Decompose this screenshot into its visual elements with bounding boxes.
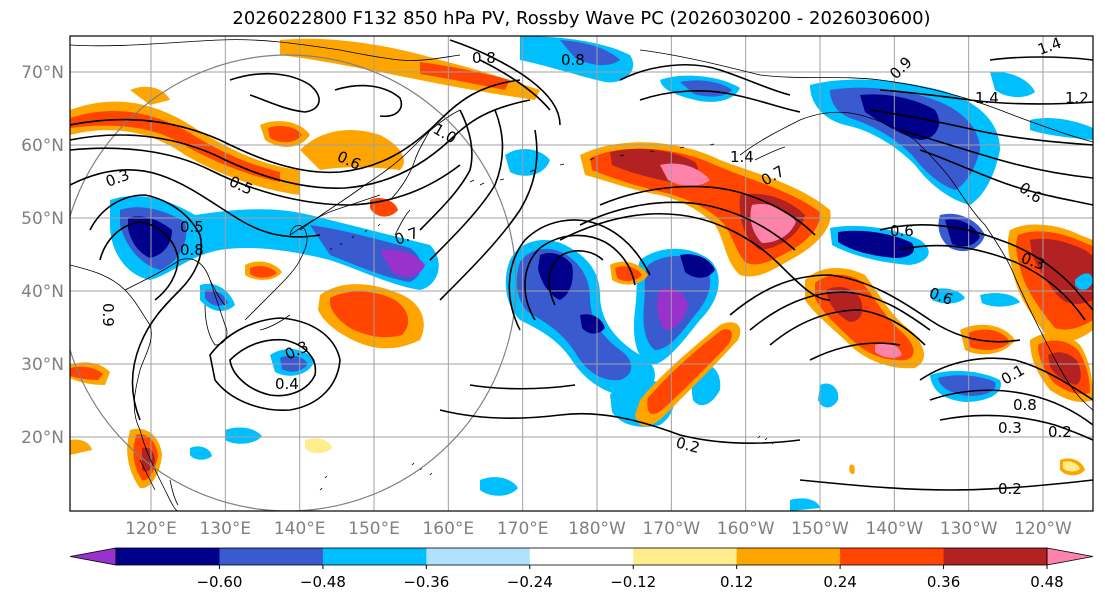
colorbar-tick-label: 0.48 [1030,573,1063,591]
contour-label: 0.2 [674,433,702,457]
pv-contours [70,39,1093,491]
lon-label: 170°E [497,519,549,539]
map-frame [69,35,1094,512]
contour-label: 0.8 [561,51,585,69]
lon-label: 130°E [199,519,251,539]
contour-label: 0.6 [890,222,914,240]
lat-label: 50°N [21,209,64,229]
colorbar-segment [633,548,738,565]
colorbar-segment [219,548,324,565]
lon-label: 130°W [940,519,998,539]
colorbar-tick-label: 0.12 [720,573,753,591]
contour-label: 0.8 [1013,396,1037,414]
colorbar-frame [115,547,1048,566]
colorbar-tick-label: −0.12 [610,573,656,591]
colorbar-segment [322,548,427,565]
contour-label: 0.5 [180,218,204,236]
lon-label: 150°E [348,519,400,539]
longitude-labels: 120°E 130°E 140°E 150°E 160°E 170°E 180°W 170°W… [125,519,1072,539]
colorbar-tick-label: −0.24 [507,573,553,591]
lat-label: 40°N [21,282,64,302]
contour-label: 0.2 [998,480,1022,498]
contour-label: 1.4 [1035,34,1064,59]
colorbar-tick-label: 0.24 [823,573,856,591]
lon-label: 140°E [274,519,326,539]
lon-label: 120°W [1014,519,1072,539]
contour-label: 1.4 [975,89,999,107]
plot-title: 2026022800 F132 850 hPa PV, Rossby Wave … [232,8,931,29]
lon-label: 120°E [125,519,177,539]
contour-label: 1.2 [1065,89,1089,107]
contour-label: 0.2 [1048,423,1072,441]
colorbar-segment [736,548,841,565]
colorbar-ticks: −0.60 −0.48 −0.36 −0.24 −0.12 0.12 0.24 0.36 0.4… [196,565,1064,591]
colorbar-tick-label: −0.60 [196,573,242,591]
lat-label: 20°N [21,428,64,448]
colorbar-segment [529,548,634,565]
great-circle [70,54,517,511]
lat-label: 60°N [21,136,64,156]
coastlines [70,39,1093,511]
lon-label: 140°W [865,519,923,539]
contour-label: 0.9 [99,303,117,327]
lon-label: 180°W [568,519,626,539]
contour-label: 0.8 [472,49,496,67]
lat-label: 30°N [21,355,64,375]
lon-label: 170°W [642,519,700,539]
contour-label: 0.4 [275,375,299,393]
colorbar-arrow-right [1046,547,1094,566]
contour-label: 0.3 [998,419,1022,437]
colorbar-segment [840,548,945,565]
contour-label: 1.4 [730,148,754,166]
contour-label: 0.8 [180,241,204,259]
lat-label: 70°N [21,63,64,83]
colorbar-tick-label: −0.36 [403,573,449,591]
lon-label: 150°W [791,519,849,539]
colorbar-tick-label: 0.36 [927,573,960,591]
lon-label: 160°E [422,519,474,539]
colorbar-segment [116,548,220,565]
colorbar-tick-label: −0.48 [300,573,346,591]
colorbar-segment [426,548,531,565]
colorbar-segment [943,548,1048,565]
colorbar-arrow-left [69,547,117,566]
colorbar [69,547,1094,566]
shaded-fields [70,36,1093,511]
lon-label: 160°W [717,519,775,539]
latitude-labels: 70°N 60°N 50°N 40°N 30°N 20°N [21,63,64,448]
